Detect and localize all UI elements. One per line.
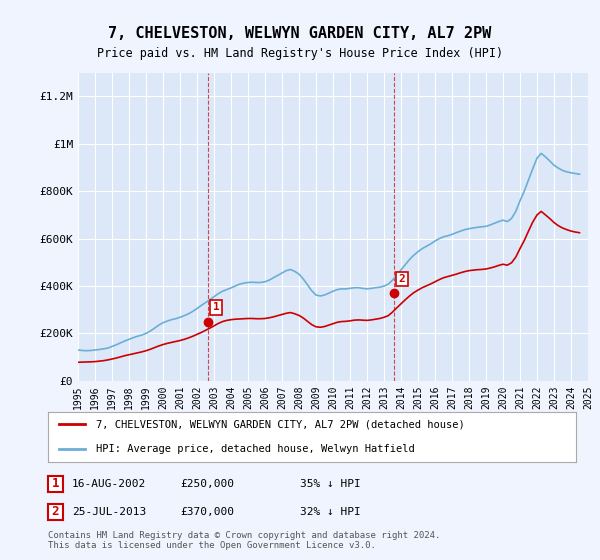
Text: Contains HM Land Registry data © Crown copyright and database right 2024.
This d: Contains HM Land Registry data © Crown c…	[48, 530, 440, 550]
Text: HPI: Average price, detached house, Welwyn Hatfield: HPI: Average price, detached house, Welw…	[95, 445, 414, 454]
Text: 1: 1	[52, 477, 59, 491]
Text: 2: 2	[398, 274, 406, 284]
Text: 1: 1	[212, 302, 220, 312]
Text: £250,000: £250,000	[180, 479, 234, 489]
Text: 7, CHELVESTON, WELWYN GARDEN CITY, AL7 2PW: 7, CHELVESTON, WELWYN GARDEN CITY, AL7 2…	[109, 26, 491, 41]
Text: 35% ↓ HPI: 35% ↓ HPI	[300, 479, 361, 489]
Text: 7, CHELVESTON, WELWYN GARDEN CITY, AL7 2PW (detached house): 7, CHELVESTON, WELWYN GARDEN CITY, AL7 2…	[95, 419, 464, 429]
Text: Price paid vs. HM Land Registry's House Price Index (HPI): Price paid vs. HM Land Registry's House …	[97, 46, 503, 60]
Text: 25-JUL-2013: 25-JUL-2013	[72, 507, 146, 517]
Text: 2: 2	[52, 505, 59, 519]
Text: 32% ↓ HPI: 32% ↓ HPI	[300, 507, 361, 517]
Text: £370,000: £370,000	[180, 507, 234, 517]
Text: 16-AUG-2002: 16-AUG-2002	[72, 479, 146, 489]
